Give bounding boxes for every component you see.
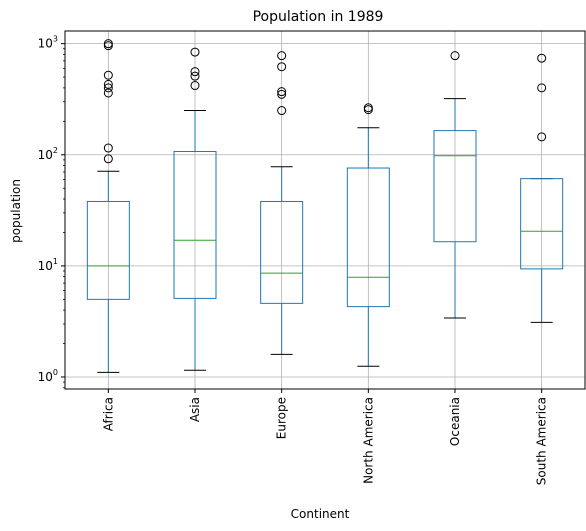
x-tick-label: Europe [275, 397, 289, 439]
outlier-point [190, 71, 200, 81]
chart-title: Population in 1989 [253, 9, 384, 25]
x-tick-label: South America [535, 397, 549, 485]
outlier-point [537, 83, 547, 93]
box-group-north-america [346, 103, 390, 367]
axes-frame [64, 30, 586, 390]
x-tick-label: Oceania [448, 397, 462, 446]
box-group-europe [260, 51, 304, 355]
outlier-point [190, 81, 200, 91]
outlier-point [450, 51, 460, 61]
iqr-box [520, 178, 564, 270]
outlier-point [190, 47, 200, 57]
box-group-south-america [520, 53, 564, 323]
y-tick-label: 101 [38, 257, 58, 273]
outlier-point [190, 67, 200, 77]
outlier-point [277, 51, 287, 61]
iqr-box [346, 167, 390, 308]
outlier-point [363, 103, 373, 113]
outlier-point [537, 53, 547, 63]
box-group-oceania [433, 51, 477, 319]
iqr-box [173, 151, 217, 299]
box-group-africa [86, 39, 130, 373]
outlier-point [277, 62, 287, 72]
grid [65, 31, 585, 389]
iqr-box [260, 200, 304, 304]
x-tick-label: North America [361, 397, 375, 484]
outlier-point [103, 39, 113, 49]
outlier-point [537, 132, 547, 142]
outlier-point [103, 83, 113, 93]
x-tick-label: Asia [188, 397, 202, 422]
iqr-box [433, 130, 477, 243]
iqr-box [86, 200, 130, 300]
box-group-asia [173, 47, 217, 371]
outlier-point [103, 79, 113, 89]
y-tick-label: 103 [38, 35, 58, 51]
outlier-point [277, 87, 287, 97]
outlier-point [103, 70, 113, 80]
outlier-point [103, 88, 113, 98]
axis-ticks: 100 101 102 103 Africa Asia Europe North Americ… [38, 35, 549, 486]
plot-area [86, 39, 564, 373]
outlier-point [103, 154, 113, 164]
x-axis-label: Continent [291, 507, 350, 521]
outlier-point [277, 89, 287, 99]
outlier-point [277, 106, 287, 116]
x-tick-label: Africa [101, 397, 115, 431]
y-tick-label: 102 [38, 146, 58, 162]
y-axis-label: population [9, 179, 23, 243]
outlier-point [103, 143, 113, 153]
y-tick-label: 100 [38, 368, 58, 384]
